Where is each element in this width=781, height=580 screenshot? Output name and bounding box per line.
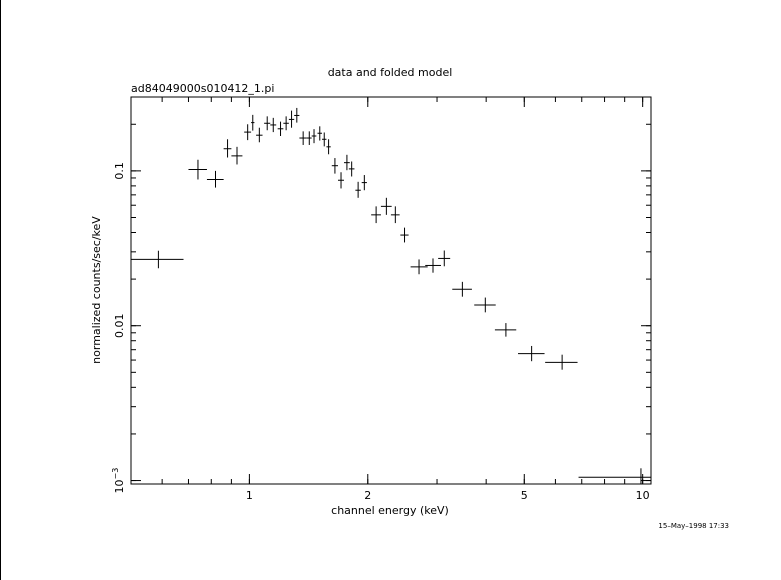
data-point	[277, 121, 284, 136]
data-point	[326, 139, 331, 155]
x-tick-label: 1	[246, 489, 253, 502]
y-axis: 0.1 0.01 10−3	[111, 123, 651, 494]
y-tick-label: 10−3	[111, 468, 126, 494]
data-point	[578, 468, 651, 484]
chart-title: data and folded model	[328, 66, 453, 79]
data-point	[355, 181, 361, 198]
y-tick-label: 0.1	[113, 162, 126, 180]
data-point	[494, 323, 517, 337]
data-point	[270, 117, 277, 133]
data-point	[474, 297, 496, 313]
data-point	[348, 161, 355, 177]
data-point	[283, 116, 289, 131]
data-point	[223, 139, 232, 158]
data-point	[288, 110, 295, 128]
data-point	[244, 124, 252, 141]
data-point	[251, 114, 255, 131]
data-point	[452, 281, 472, 297]
y-axis-label: normalized counts/sec/keV	[90, 216, 103, 364]
data-point	[518, 345, 545, 362]
data-point	[400, 227, 409, 243]
plot-frame	[130, 96, 652, 485]
window-left-edge	[0, 0, 1, 580]
data-points	[131, 107, 651, 484]
data-point	[343, 154, 350, 171]
data-point	[371, 206, 381, 224]
data-point	[545, 354, 578, 370]
data-point	[390, 206, 400, 224]
x-tick-label: 5	[521, 489, 528, 502]
data-point	[264, 116, 271, 131]
x-tick-label: 10	[636, 489, 650, 502]
x-axis-label: channel energy (keV)	[331, 504, 449, 517]
y-tick-label: 0.01	[113, 313, 126, 338]
data-point	[299, 131, 307, 145]
data-point	[380, 197, 392, 215]
data-point	[256, 127, 263, 143]
data-point	[311, 129, 317, 144]
data-point	[425, 258, 441, 273]
chart-subtitle: ad84049000s010412_1.pi	[131, 82, 274, 95]
data-point	[231, 146, 243, 165]
data-point	[206, 170, 224, 188]
data-point	[322, 132, 327, 147]
data-point	[438, 250, 451, 267]
data-point	[331, 158, 338, 174]
x-tick-label: 2	[364, 489, 371, 502]
x-axis: 1 2 5 10	[130, 97, 650, 502]
data-point	[337, 172, 344, 189]
data-point	[410, 259, 428, 275]
data-point	[361, 175, 367, 191]
data-point	[317, 126, 323, 141]
data-point	[188, 159, 207, 180]
data-point	[131, 250, 184, 269]
plot-timestamp: 15–May–1998 17:33	[658, 522, 729, 530]
data-point	[306, 131, 312, 145]
data-point	[294, 107, 300, 123]
y-tick-exponent: −3	[111, 468, 120, 480]
